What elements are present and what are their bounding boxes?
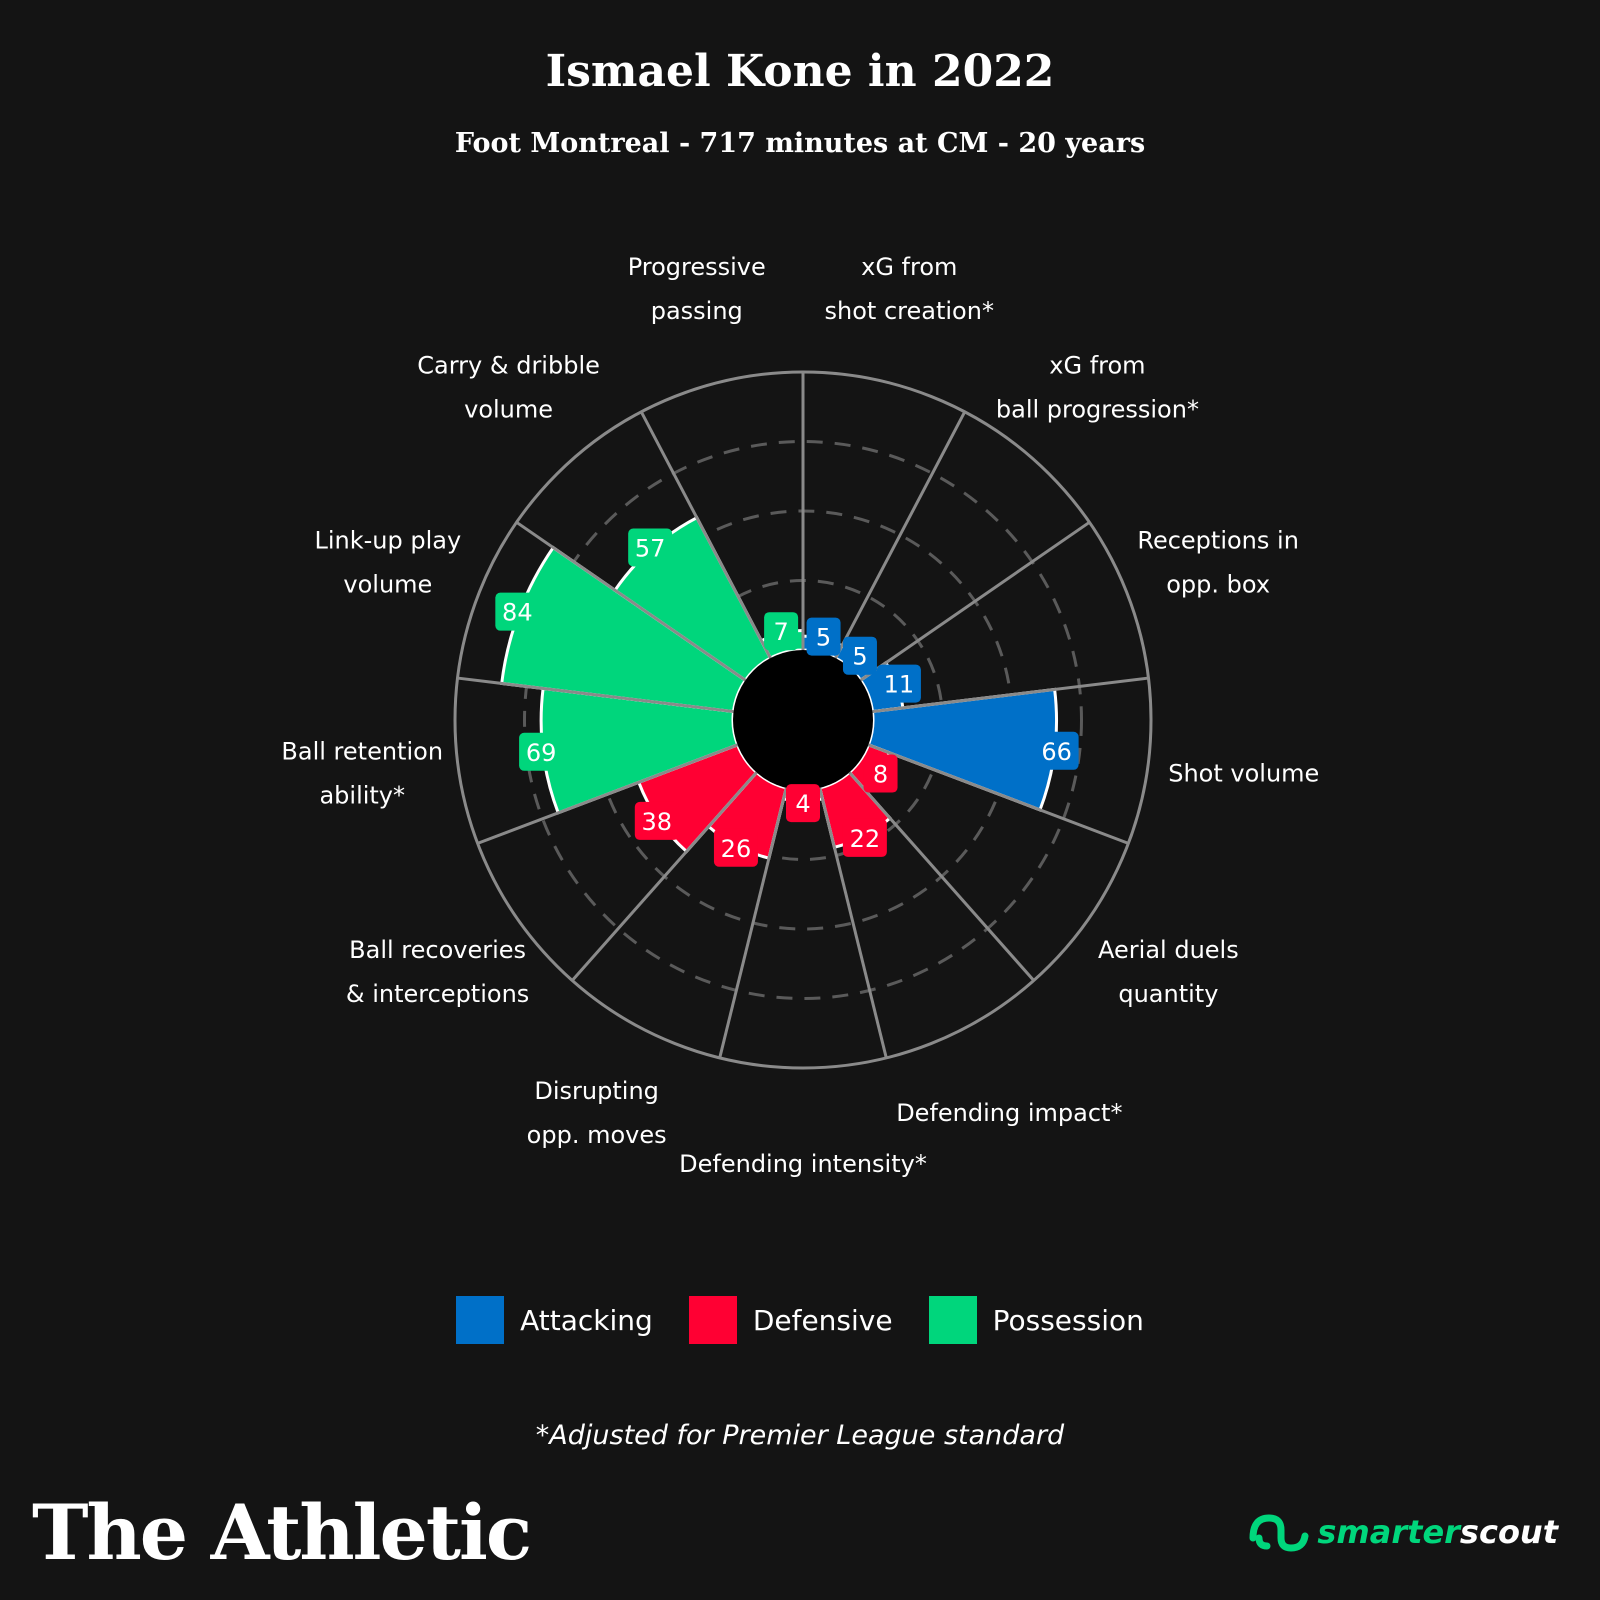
axis-label-9: Ball recoveries & interceptions bbox=[346, 936, 529, 1008]
spoke-10 bbox=[477, 743, 739, 845]
value-badge-4 bbox=[1034, 731, 1079, 770]
spoke-6 bbox=[848, 771, 1035, 982]
legend-item-attacking: Attacking bbox=[456, 1296, 653, 1344]
partner-name-part2: scout bbox=[1459, 1513, 1558, 1551]
legend-swatch-defensive bbox=[688, 1296, 737, 1344]
axis-label-line: Shot volume bbox=[1168, 760, 1319, 788]
axis-label-line: xG from bbox=[1049, 352, 1145, 380]
axis-label-12: Carry & dribble volume bbox=[417, 352, 600, 424]
axis-label-line: Receptions in bbox=[1137, 527, 1299, 555]
legend-label-attacking: Attacking bbox=[520, 1303, 653, 1337]
axis-label-7: Defending intensity* bbox=[679, 1150, 927, 1178]
value-badge-5 bbox=[863, 754, 898, 793]
axis-label-5: Aerial duels quantity bbox=[1098, 936, 1239, 1008]
center-hole bbox=[733, 650, 873, 790]
axis-label-line: opp. box bbox=[1166, 571, 1270, 599]
grid-ring-3 bbox=[523, 440, 1083, 1000]
axis-label-line: ability* bbox=[319, 782, 405, 810]
axis-label-line: passing bbox=[651, 297, 743, 325]
brand-logo: The Athletic bbox=[32, 1488, 532, 1577]
axis-label-line: opp. moves bbox=[527, 1121, 667, 1149]
polar-bar-chart: 55 11 66 8 22 4 26 38 69 84 57 7 xG from shot creatio… bbox=[281, 253, 1319, 1178]
spoke-8 bbox=[718, 787, 788, 1059]
value-label-13: 7 bbox=[773, 618, 788, 646]
chart-subtitle: Foot Montreal - 717 minutes at CM - 20 y… bbox=[454, 128, 1146, 159]
spoke-12 bbox=[515, 521, 747, 682]
spoke-11 bbox=[457, 676, 734, 714]
value-label-11: 84 bbox=[502, 599, 533, 627]
axis-label-13: Progressive passing bbox=[628, 253, 766, 325]
value-label-5: 8 bbox=[873, 761, 888, 789]
spoke-7 bbox=[818, 787, 888, 1059]
value-badge-7 bbox=[786, 784, 820, 823]
value-badge-1 bbox=[806, 617, 841, 656]
axis-label-11: Link-up play volume bbox=[315, 527, 462, 599]
spoke-2 bbox=[834, 411, 967, 659]
axis-label-line: & interceptions bbox=[346, 980, 529, 1008]
axis-label-line: Aerial duels bbox=[1098, 936, 1239, 964]
spoke-3 bbox=[859, 521, 1091, 682]
value-label-1: 5 bbox=[816, 624, 831, 652]
axis-label-line: Ball retention bbox=[281, 738, 443, 766]
legend-item-defensive: Defensive bbox=[688, 1296, 893, 1344]
axis-label-4: Shot volume bbox=[1168, 760, 1319, 788]
legend: Attacking Defensive Possession bbox=[0, 1296, 1600, 1344]
axis-label-2: xG from ball progression* bbox=[996, 352, 1199, 424]
axis-label-line: Progressive bbox=[628, 253, 766, 281]
value-label-2: 5 bbox=[852, 643, 867, 671]
value-label-3: 11 bbox=[884, 671, 915, 699]
legend-label-possession: Possession bbox=[992, 1303, 1144, 1337]
axis-label-3: Receptions in opp. box bbox=[1137, 527, 1299, 599]
value-badge-12 bbox=[628, 528, 673, 567]
legend-label-defensive: Defensive bbox=[752, 1303, 893, 1337]
value-label-6: 22 bbox=[850, 825, 881, 853]
axis-label-8: Disrupting opp. moves bbox=[527, 1077, 667, 1149]
axis-label-line: Disrupting bbox=[534, 1077, 659, 1105]
value-label-12: 57 bbox=[635, 534, 666, 562]
axis-label-line: volume bbox=[343, 571, 432, 599]
value-label-10: 69 bbox=[526, 739, 557, 767]
legend-swatch-possession bbox=[928, 1296, 977, 1344]
axis-label-line: xG from bbox=[861, 253, 957, 281]
axis-label-line: volume bbox=[464, 396, 553, 424]
spoke-5 bbox=[867, 743, 1129, 845]
smarterscout-logo-icon bbox=[1249, 1514, 1309, 1552]
axis-label-line: Defending intensity* bbox=[679, 1150, 927, 1178]
value-badge-13 bbox=[764, 612, 799, 651]
axis-label-line: quantity bbox=[1118, 980, 1218, 1008]
legend-item-possession: Possession bbox=[928, 1296, 1144, 1344]
axis-label-10: Ball retention ability* bbox=[281, 738, 443, 810]
value-label-4: 66 bbox=[1041, 738, 1072, 766]
value-label-7: 4 bbox=[795, 790, 810, 818]
value-badge-9 bbox=[634, 801, 679, 840]
axis-label-line: Link-up play bbox=[315, 527, 462, 555]
partner-logo: smarterscout bbox=[1247, 1508, 1558, 1556]
chart-title: Ismael Kone in 2022 bbox=[545, 46, 1055, 97]
value-badge-6 bbox=[842, 818, 887, 857]
spoke-13 bbox=[639, 411, 772, 659]
axis-label-line: Carry & dribble bbox=[417, 352, 600, 380]
spoke-9 bbox=[571, 771, 758, 982]
axis-label-line: ball progression* bbox=[996, 396, 1199, 424]
value-label-8: 26 bbox=[721, 835, 752, 863]
axis-label-line: Defending impact* bbox=[896, 1099, 1122, 1127]
value-badge-3 bbox=[876, 664, 921, 703]
axis-label-line: Ball recoveries bbox=[349, 936, 526, 964]
axis-label-6: Defending impact* bbox=[896, 1099, 1122, 1127]
spoke-4 bbox=[872, 676, 1149, 714]
value-badge-10 bbox=[519, 732, 564, 771]
legend-swatch-attacking bbox=[456, 1296, 505, 1344]
value-badge-2 bbox=[842, 636, 877, 675]
value-badge-11 bbox=[495, 592, 540, 631]
axis-label-line: shot creation* bbox=[825, 297, 994, 325]
axis-label-1: xG from shot creation* bbox=[825, 253, 994, 325]
value-badge-8 bbox=[713, 828, 758, 867]
value-label-9: 38 bbox=[642, 808, 673, 836]
partner-name-part1: smarter bbox=[1317, 1513, 1460, 1551]
footnote: *Adjusted for Premier League standard bbox=[535, 1420, 1065, 1451]
